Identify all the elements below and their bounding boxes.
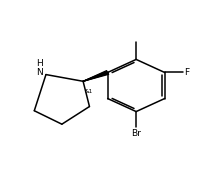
Text: H: H xyxy=(36,59,43,68)
Text: F: F xyxy=(184,68,189,77)
Text: Br: Br xyxy=(131,129,141,138)
Text: N: N xyxy=(36,68,43,77)
Text: &1: &1 xyxy=(84,89,92,94)
